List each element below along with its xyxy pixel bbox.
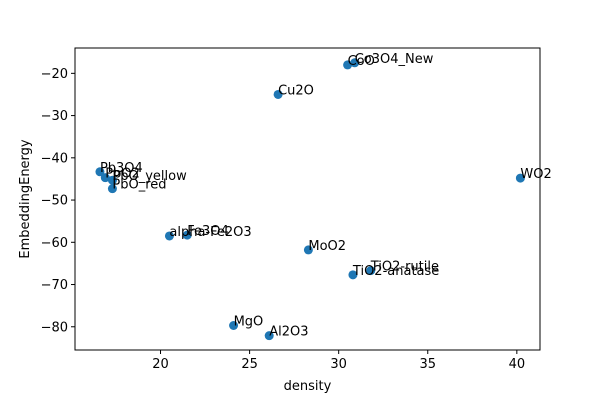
data-point-label: PbO_yellow xyxy=(112,169,187,184)
y-tick-label: −80 xyxy=(41,320,68,335)
data-point xyxy=(107,184,117,194)
x-tick-label: 20 xyxy=(152,357,169,372)
y-tick-label: −70 xyxy=(41,278,68,293)
data-point-label: WO2 xyxy=(520,167,551,182)
data-point-label: MgO xyxy=(234,315,264,330)
data-point-label: MoO2 xyxy=(308,239,346,254)
x-tick-label: 35 xyxy=(419,357,436,372)
data-point xyxy=(95,167,105,177)
x-tick-label: 30 xyxy=(330,357,347,372)
data-point-label: TiO2-anatase xyxy=(352,264,439,279)
y-axis-title: EmbeddingEnergy xyxy=(18,139,33,259)
data-point xyxy=(264,331,274,341)
axis-ticks: 20 25 30 35 40 −80 −70 −60 −50 −40 −30 −20 xyxy=(41,67,526,372)
x-axis-title: density xyxy=(284,379,332,394)
data-point-label: PbO_red xyxy=(112,178,166,193)
data-point xyxy=(164,231,174,241)
data-point xyxy=(182,230,192,240)
data-point xyxy=(343,60,353,70)
data-point xyxy=(515,173,525,183)
data-point-label: CoO xyxy=(348,54,375,69)
data-point-label: TiO2-rutile xyxy=(370,260,439,275)
data-point-label: Co3O4_New xyxy=(355,52,434,67)
data-point xyxy=(107,175,117,185)
data-point xyxy=(348,270,358,280)
y-tick-label: −20 xyxy=(41,67,68,82)
y-tick-label: −60 xyxy=(41,236,68,251)
y-tick-label: −50 xyxy=(41,194,68,209)
data-point-label: alpha-Fe2O3 xyxy=(169,225,251,240)
data-point xyxy=(229,321,239,331)
data-point xyxy=(273,89,283,99)
data-points xyxy=(95,58,525,341)
data-point xyxy=(303,245,313,255)
data-point-label: Pb3O4 xyxy=(100,161,143,176)
x-tick-label: 25 xyxy=(241,357,258,372)
data-point xyxy=(366,266,376,276)
y-tick-label: −40 xyxy=(41,151,68,166)
plot-frame xyxy=(74,47,541,351)
data-point xyxy=(350,58,360,68)
x-tick-label: 40 xyxy=(509,357,526,372)
data-point-label: PbO2 xyxy=(105,167,140,182)
data-point-label: Fe3O4 xyxy=(187,224,229,239)
data-point-label: Cu2O xyxy=(278,83,314,98)
plot-background xyxy=(75,48,540,350)
y-tick-label: −30 xyxy=(41,109,68,124)
data-point-label: Al2O3 xyxy=(269,325,308,340)
data-point xyxy=(100,173,110,183)
